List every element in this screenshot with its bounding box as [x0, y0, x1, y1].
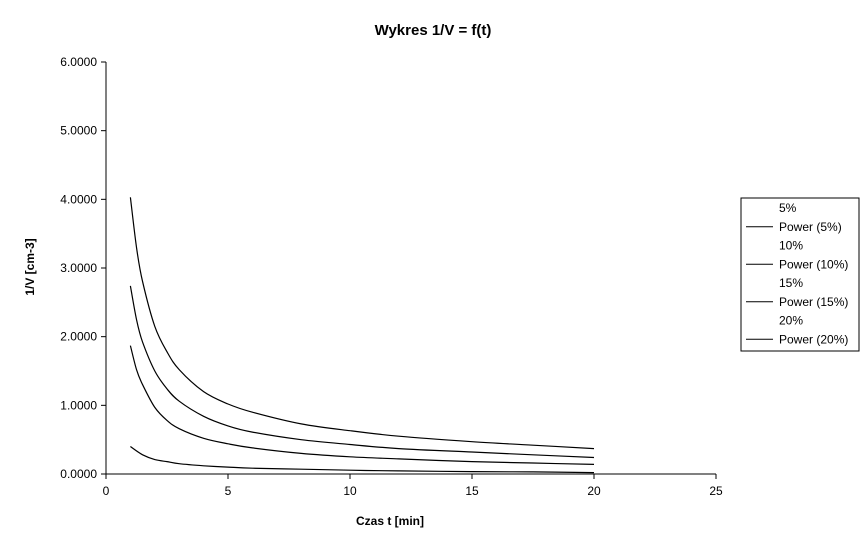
y-tick-label: 3.0000 — [60, 261, 97, 275]
x-tick-label: 25 — [709, 484, 723, 498]
y-tick-label: 1.0000 — [60, 398, 97, 412]
x-tick-label: 5 — [225, 484, 232, 498]
x-tick-label: 10 — [343, 484, 357, 498]
legend-entry: Power (5%) — [779, 220, 842, 234]
x-axis-label: Czas t [min] — [356, 514, 424, 528]
series-line-4 — [130, 446, 595, 474]
x-tick-label: 20 — [587, 484, 601, 498]
legend-box — [740, 197, 860, 352]
legend-entry: 10% — [779, 239, 803, 253]
y-tick-label: 4.0000 — [60, 192, 97, 206]
series-line-1 — [129, 197, 595, 450]
x-tick-label: 15 — [465, 484, 479, 498]
y-tick-label: 2.0000 — [60, 330, 97, 344]
plot-area: 0.0000 1.0000 2.0000 3.0000 4.0000 5.0000 6.00… — [60, 55, 723, 498]
legend-entry: Power (10%) — [779, 257, 848, 271]
series-line-2 — [129, 285, 595, 459]
y-tick-label: 6.0000 — [60, 55, 97, 69]
legend: 5% Power (5%) 10% Power (10%) 15% Power (15%)… — [740, 197, 860, 352]
legend-entry: Power (15%) — [779, 295, 848, 309]
y-axis-label: 1/V [cm-3] — [23, 238, 37, 295]
legend-entry: Power (20%) — [779, 332, 848, 346]
legend-entry: 5% — [779, 201, 797, 215]
series-line-3 — [129, 345, 595, 465]
y-tick-label: 0.0000 — [60, 467, 97, 481]
legend-entry: 20% — [779, 314, 803, 328]
x-tick-label: 0 — [103, 484, 110, 498]
legend-entry: 15% — [779, 276, 803, 290]
chart-title: Wykres 1/V = f(t) — [375, 22, 492, 39]
y-tick-label: 5.0000 — [60, 124, 97, 138]
